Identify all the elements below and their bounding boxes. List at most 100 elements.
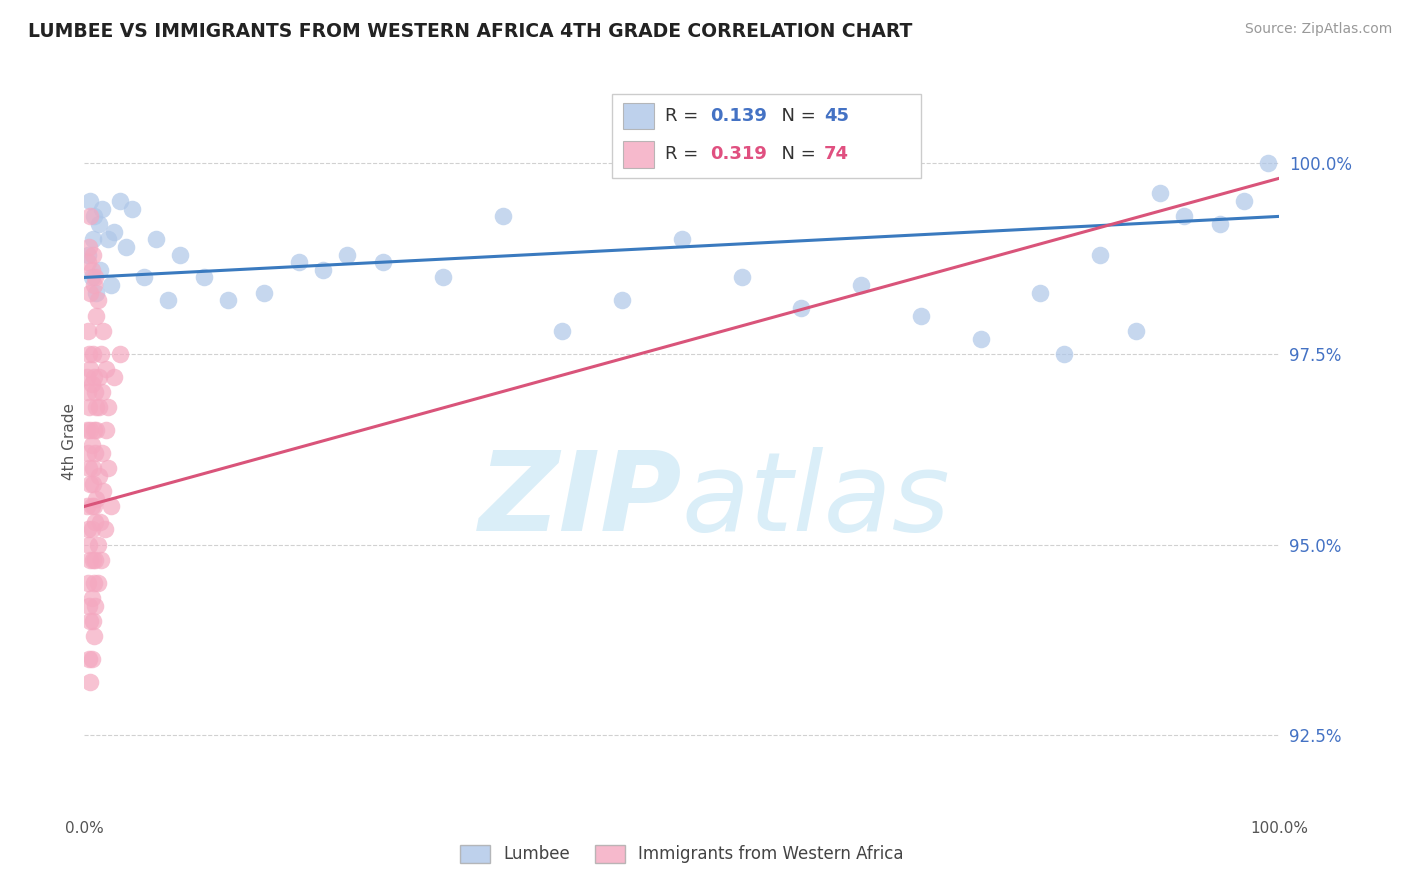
Point	[373, 255, 395, 269]
Point	[80, 500, 103, 514]
Text: Source: ZipAtlas.com: Source: ZipAtlas.com	[1244, 22, 1392, 37]
Point	[82, 553, 104, 567]
Point	[84, 515, 107, 529]
Point	[82, 461, 104, 475]
Point	[1053, 347, 1076, 361]
Text: N =: N =	[770, 145, 823, 163]
Point	[93, 484, 115, 499]
Point	[432, 270, 454, 285]
Point	[84, 384, 107, 399]
Point	[83, 575, 105, 590]
Text: 0.139: 0.139	[710, 107, 766, 125]
Point	[86, 575, 108, 590]
Point	[79, 614, 101, 628]
Point	[76, 369, 98, 384]
Point	[82, 232, 104, 246]
Text: LUMBEE VS IMMIGRANTS FROM WESTERN AFRICA 4TH GRADE CORRELATION CHART: LUMBEE VS IMMIGRANTS FROM WESTERN AFRICA…	[28, 22, 912, 41]
Point	[79, 423, 101, 437]
Point	[1125, 324, 1147, 338]
Point	[492, 210, 515, 224]
Point	[84, 446, 107, 460]
Point	[80, 522, 103, 536]
Point	[79, 675, 101, 690]
Text: 45: 45	[824, 107, 849, 125]
Point	[89, 515, 111, 529]
Point	[83, 369, 105, 384]
Point	[253, 285, 276, 300]
Point	[77, 599, 100, 613]
Point	[83, 210, 105, 224]
Point	[94, 362, 117, 376]
Point	[77, 538, 100, 552]
Point	[97, 232, 120, 246]
Point	[77, 461, 100, 475]
Point	[312, 262, 335, 277]
Point	[77, 247, 100, 261]
Point	[86, 293, 108, 308]
Text: ZIP: ZIP	[478, 447, 682, 554]
Point	[671, 232, 693, 246]
Point	[93, 324, 115, 338]
Point	[91, 384, 114, 399]
Point	[80, 438, 103, 452]
Point	[84, 599, 107, 613]
Point	[86, 400, 108, 414]
Point	[1209, 217, 1232, 231]
Point	[121, 202, 143, 216]
Point	[80, 270, 103, 285]
Point	[77, 400, 100, 414]
Point	[91, 446, 114, 460]
Point	[1090, 247, 1112, 261]
Point	[77, 240, 100, 254]
Point	[193, 270, 215, 285]
Point	[86, 423, 108, 437]
Point	[89, 262, 111, 277]
Point	[1257, 156, 1279, 170]
Point	[169, 247, 191, 261]
Point	[1149, 186, 1171, 201]
Point	[851, 278, 873, 293]
Point	[83, 423, 105, 437]
Point	[103, 369, 125, 384]
Point	[77, 347, 100, 361]
Point	[84, 553, 107, 567]
Point	[90, 347, 112, 361]
Point	[79, 285, 101, 300]
Point	[77, 384, 100, 399]
Y-axis label: 4th Grade: 4th Grade	[62, 403, 77, 480]
Point	[115, 240, 138, 254]
Point	[790, 301, 813, 315]
Text: atlas: atlas	[682, 447, 950, 554]
Point	[103, 225, 125, 239]
Point	[217, 293, 239, 308]
Point	[731, 270, 754, 285]
Point	[910, 309, 932, 323]
Point	[86, 491, 108, 506]
Point	[79, 476, 101, 491]
Point	[86, 285, 108, 300]
Point	[612, 293, 634, 308]
Point	[80, 652, 103, 666]
Point	[77, 324, 100, 338]
Point	[77, 446, 100, 460]
Point	[87, 369, 110, 384]
Point	[110, 347, 132, 361]
Point	[1233, 194, 1256, 208]
Point	[97, 400, 120, 414]
Point	[1029, 285, 1052, 300]
Point	[93, 522, 115, 536]
Point	[80, 591, 103, 605]
Point	[77, 255, 100, 269]
Point	[79, 553, 101, 567]
Point	[82, 247, 104, 261]
Point	[82, 476, 104, 491]
Point	[87, 400, 110, 414]
Point	[77, 575, 100, 590]
Point	[86, 538, 108, 552]
Point	[100, 278, 122, 293]
Point	[77, 522, 100, 536]
Point	[79, 210, 101, 224]
Point	[80, 377, 103, 392]
Point	[77, 652, 100, 666]
Point	[82, 347, 104, 361]
